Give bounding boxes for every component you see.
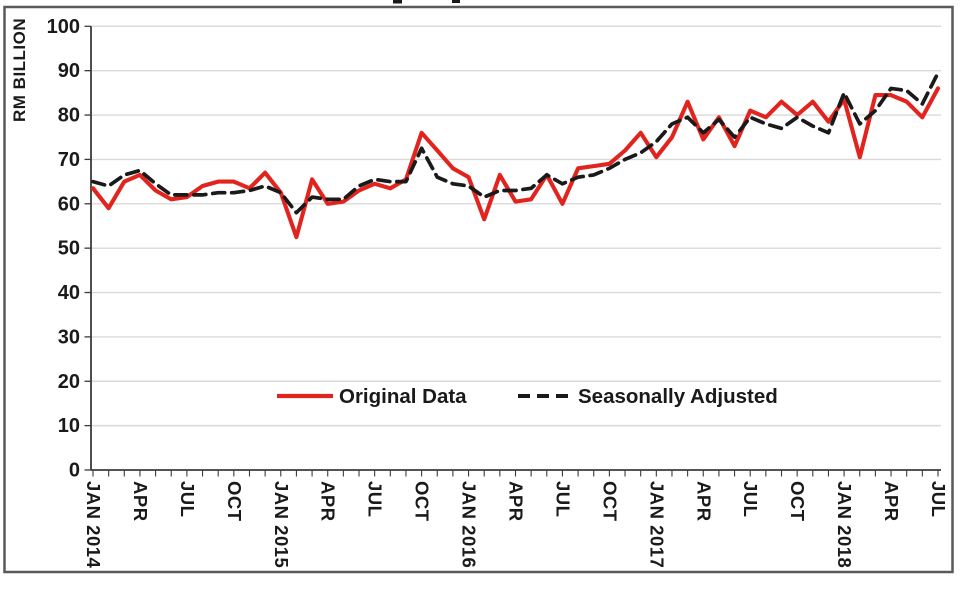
x-tick-label: JUL [928,481,949,517]
legend-label-seasonally-adjusted: Seasonally Adjusted [578,385,778,408]
legend: Original Data Seasonally Adjusted [277,385,778,408]
y-axis-ticks [84,25,91,471]
x-tick-label: APR [693,481,714,522]
x-tick-label: APR [130,481,151,522]
x-tick-label: JUL [365,481,386,517]
y-tick-label: 70 [58,149,80,171]
data-series [90,71,941,240]
series-line-seasonally-adjusted [91,71,940,215]
y-tick-label: 10 [58,415,80,437]
y-tick-label: 80 [58,105,80,127]
x-tick-label: JAN 2016 [459,481,480,568]
x-tick-label: APR [505,481,526,522]
y-tick-label: 30 [58,326,80,348]
x-tick-label: JUL [177,481,198,517]
y-tick-label: 60 [58,193,80,215]
x-tick-label: OCT [599,481,620,522]
y-tick-label: 20 [58,371,80,393]
x-tick-label: JAN 2015 [271,481,292,568]
legend-label-original-data: Original Data [339,385,467,408]
y-axis-labels: 0 10 20 30 40 50 60 70 80 90 100 [47,16,80,482]
x-tick-label: JAN 2014 [83,481,104,569]
x-tick-label: JUL [552,481,573,517]
cropped-title-fragment [452,0,460,3]
cropped-title-fragment [393,0,402,4]
x-tick-label: OCT [412,481,433,522]
x-tick-label: JAN 2018 [834,481,855,568]
frame-border [3,5,954,574]
x-tick-label: OCT [224,481,245,522]
y-tick-label: 40 [58,282,80,304]
x-tick-label: OCT [787,481,808,522]
x-axis-ticks [92,470,939,477]
y-tick-label: 50 [58,238,80,260]
series-line-original-data [90,86,941,240]
y-axis-title: RM BILLION [10,18,29,122]
y-tick-label: 100 [47,16,80,38]
x-tick-label: APR [881,481,902,522]
x-tick-label: APR [318,481,339,522]
gridlines [91,25,941,427]
y-tick-label: 0 [69,460,80,482]
x-tick-label: JUL [740,481,761,517]
x-axis-labels: JAN 2014 APR JUL OCT JAN 2015 APR JUL OCT JAN 20… [83,481,949,569]
x-tick-label: JAN 2017 [646,481,667,568]
y-tick-label: 90 [58,60,80,82]
